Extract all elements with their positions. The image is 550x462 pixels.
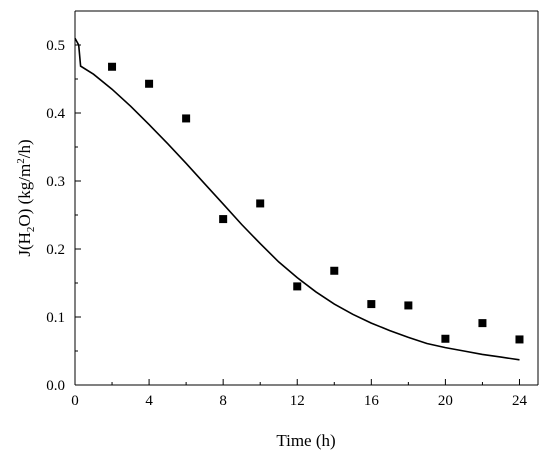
data-point [256,199,265,208]
data-point [293,282,302,291]
x-axis-title: Time (h) [276,431,335,450]
y-tick-label: 0.3 [46,174,65,190]
data-point [367,300,376,309]
y-tick-label: 0.1 [46,310,65,326]
data-point [219,215,228,224]
y-axis-title-sub-2: 2 [25,227,37,233]
data-point [478,319,487,328]
data-point [145,79,154,88]
series-layer [74,37,524,361]
x-tick-label: 20 [438,393,453,409]
x-tick-label: 12 [290,393,305,409]
y-axis-title-part-3: O) (kg/m [15,164,34,227]
data-point [330,266,339,275]
fit-line [74,37,520,361]
y-axis-title-part-1: J(H [15,232,34,257]
x-tick-label: 24 [512,393,528,409]
data-point [515,335,524,344]
data-point [108,62,117,71]
x-tick-label: 8 [219,393,227,409]
y-axis-title-part-5: /h) [15,139,34,158]
y-tick-label: 0.0 [46,378,65,394]
y-ticks: 0.0 0.1 0.2 0.3 0.4 0.5 [46,38,81,394]
y-tick-label: 0.2 [46,242,65,258]
plot-frame [74,10,539,386]
y-tick-label: 0.5 [46,38,65,54]
data-point [182,114,191,123]
x-tick-label: 0 [71,393,79,409]
x-tick-label: 16 [364,393,380,409]
y-tick-label: 0.4 [46,106,65,122]
x-tick-label: 4 [145,393,153,409]
x-ticks: 0 4 8 12 16 20 24 [71,379,527,409]
data-point [404,301,413,310]
y-axis-title: J(H2O) (kg/m2/h) [15,139,37,256]
y-axis-title-sup-2: 2 [15,158,27,164]
data-point [441,334,450,343]
